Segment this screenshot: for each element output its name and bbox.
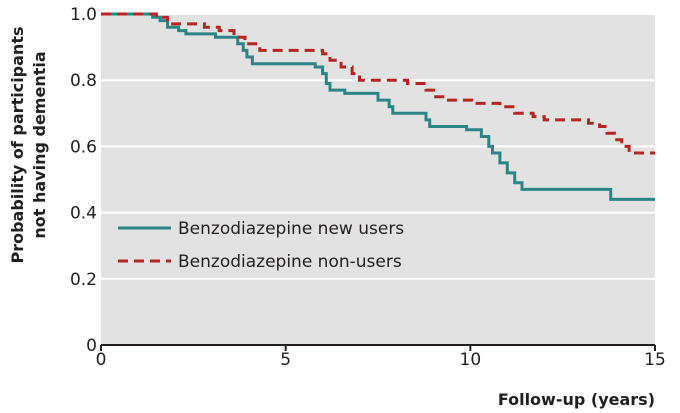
y-axis-title-line-1: Probability of participants [8,27,27,264]
y-tick-label-1: 0.2 [70,270,97,290]
y-tick-label-4: 0.8 [70,71,97,91]
series-line-non-users [101,12,655,155]
y-tick-label-0: 0 [86,336,97,356]
x-tick-label-0: 0 [96,350,107,370]
y-axis-title-line-2: not having dementia [30,51,49,238]
y-tick-labels: 0 0.2 0.4 0.6 0.8 1.0 [70,5,97,356]
x-axis-title: Follow-up (years) [498,390,655,409]
plot-background [101,14,655,345]
series-line-new-users [101,12,655,201]
y-tick-label-5: 1.0 [70,5,97,25]
series-lines [101,12,655,201]
x-tick-labels: 0 5 10 15 [96,345,666,370]
y-tick-label-3: 0.6 [70,137,97,157]
legend: Benzodiazepine new users Benzodiazepine … [118,219,404,272]
x-tick-label-1: 5 [280,350,291,370]
gridlines [101,13,655,280]
y-tick-label-2: 0.4 [70,204,97,224]
y-axis-title: Probability of participants not having d… [8,27,49,264]
x-tick-label-3: 15 [644,350,666,370]
legend-label-new-users: Benzodiazepine new users [178,219,404,239]
legend-label-non-users: Benzodiazepine non-users [178,252,402,272]
x-tick-label-2: 10 [460,350,482,370]
